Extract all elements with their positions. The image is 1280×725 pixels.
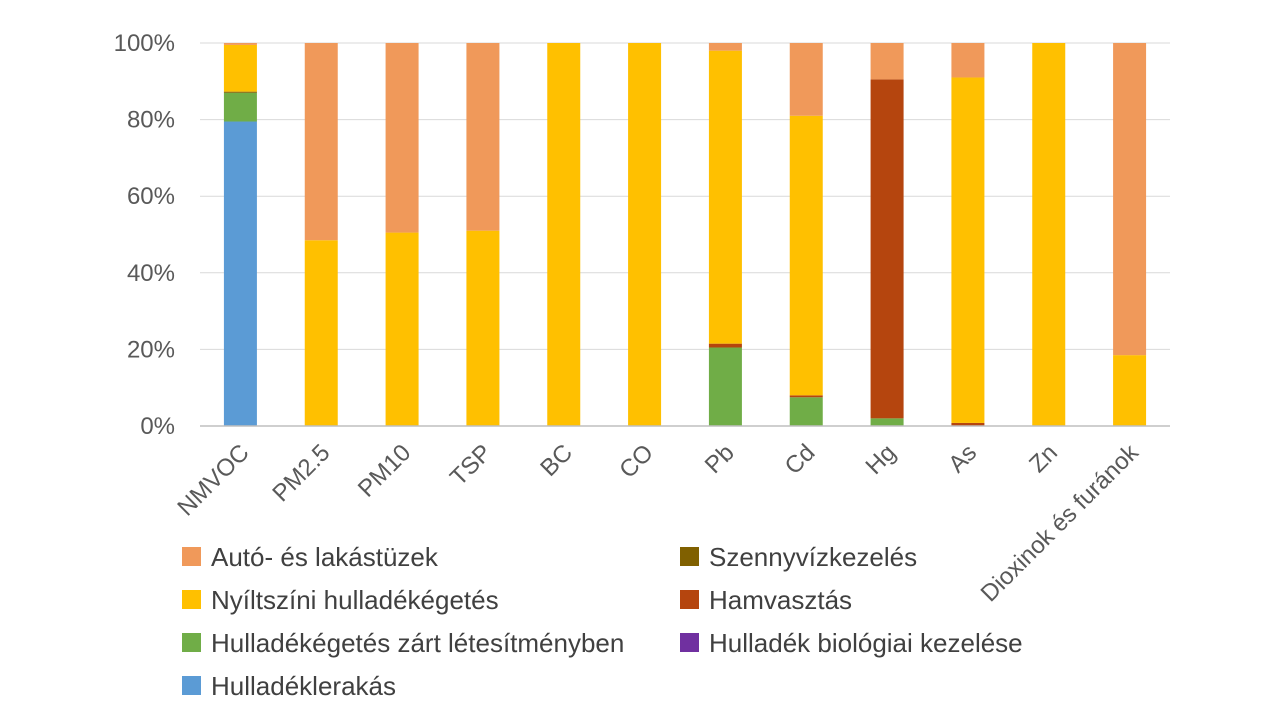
bar-segment-tsp-nyiltszini-hulladekegetes [466,230,500,426]
bar-segment-pb-hamvasztas [708,343,742,348]
x-tick-label: TSP [445,439,497,491]
y-tick-label: 100% [114,30,175,57]
legend-label: Hulladéklerakás [211,671,396,701]
legend-swatch-auto-es-lakastuzek [182,547,201,566]
gridlines [200,42,1170,350]
bar-segment-dioxinok-es-furanok-auto-es-lakastuzek [1113,43,1147,356]
legend-swatch-hamvasztas [680,590,699,609]
y-tick-labels: 0% 20% 40% 60% 80% 100% [114,30,175,440]
bar-segment-pm10-auto-es-lakastuzek [385,43,419,233]
legend-swatch-szennyvizkezeles [680,547,699,566]
x-tick-label: Cd [780,439,821,480]
y-tick-label: 80% [127,107,175,134]
bar-segment-as-nyiltszini-hulladekegetes [951,77,985,423]
x-tick-label: Pb [700,439,740,479]
legend-label: Hamvasztás [709,585,852,615]
bar-segment-pb-nyiltszini-hulladekegetes [708,50,742,344]
bar-segment-nmvoc-hulladekegetes-zart-letesitmenyben [223,92,257,122]
bar-segment-zn-nyiltszini-hulladekegetes [1032,43,1066,426]
legend: Autó- és lakástüzek Szennyvízkezelés Nyílt… [182,542,1023,701]
legend-label: Hulladékégetés zárt létesítményben [211,628,624,658]
x-tick-labels: NMVOC PM2.5 PM10 TSP BC CO Pb Cd Hg As ZnDioxinok … [172,438,1144,607]
legend-label: Szennyvízkezelés [709,542,917,572]
legend-swatch-hulladeklerakas [182,676,201,695]
legend-swatch-hulladek-biologiai-kezelese [680,633,699,652]
x-tick-label: Dioxinok és furánok [976,438,1145,607]
bar-segment-nmvoc-hulladeklerakas [223,121,257,426]
bar-segment-pm2-5-nyiltszini-hulladekegetes [304,240,338,426]
bar-segment-as-auto-es-lakastuzek [951,43,985,78]
bars [223,43,1147,426]
bar-segment-tsp-auto-es-lakastuzek [466,43,500,231]
bar-segment-nmvoc-nyiltszini-hulladekegetes [223,44,257,92]
bar-segment-cd-hulladekegetes-zart-letesitmenyben [789,397,823,426]
bar-segment-cd-auto-es-lakastuzek [789,43,823,116]
bar-segment-hg-auto-es-lakastuzek [870,43,904,80]
x-tick-label: Zn [1024,439,1063,478]
y-tick-label: 60% [127,183,175,210]
bar-segment-pb-hulladekegetes-zart-letesitmenyben [708,347,742,426]
bar-segment-cd-nyiltszini-hulladekegetes [789,115,823,396]
bar-segment-hg-hulladekegetes-zart-letesitmenyben [870,418,904,426]
bar-segment-bc-nyiltszini-hulladekegetes [547,43,581,426]
bar-segment-pm10-nyiltszini-hulladekegetes [385,232,419,426]
x-tick-label: NMVOC [172,439,254,521]
x-tick-label: Hg [861,439,902,480]
x-tick-label: As [943,439,982,478]
x-tick-label: CO [614,439,659,484]
bar-segment-co-nyiltszini-hulladekegetes [628,43,662,426]
y-tick-label: 40% [127,260,175,287]
legend-swatch-nyiltszini-hulladekegetes [182,590,201,609]
bar-segment-nmvoc-szennyvizkezeles [223,91,257,93]
x-tick-label: PM2.5 [267,439,335,507]
bar-segment-as-hamvasztas [951,422,985,426]
bar-segment-hg-hamvasztas [870,79,904,419]
bar-segment-dioxinok-es-furanok-nyiltszini-hulladekegetes [1113,355,1147,426]
legend-label: Nyíltszíni hulladékégetés [211,585,499,615]
y-tick-label: 20% [127,336,175,363]
y-tick-label: 0% [140,413,175,440]
bar-segment-cd-hamvasztas [789,395,823,398]
x-tick-label: PM10 [353,439,416,502]
bar-segment-pm2-5-auto-es-lakastuzek [304,43,338,241]
bar-segment-nmvoc-auto-es-lakastuzek [223,43,257,45]
x-tick-label: BC [535,439,578,482]
legend-swatch-hulladekegetes-zart-letesitmenyben [182,633,201,652]
bar-segment-pb-auto-es-lakastuzek [708,43,742,51]
legend-label: Hulladék biológiai kezelése [709,628,1023,658]
legend-label: Autó- és lakástüzek [211,542,439,572]
